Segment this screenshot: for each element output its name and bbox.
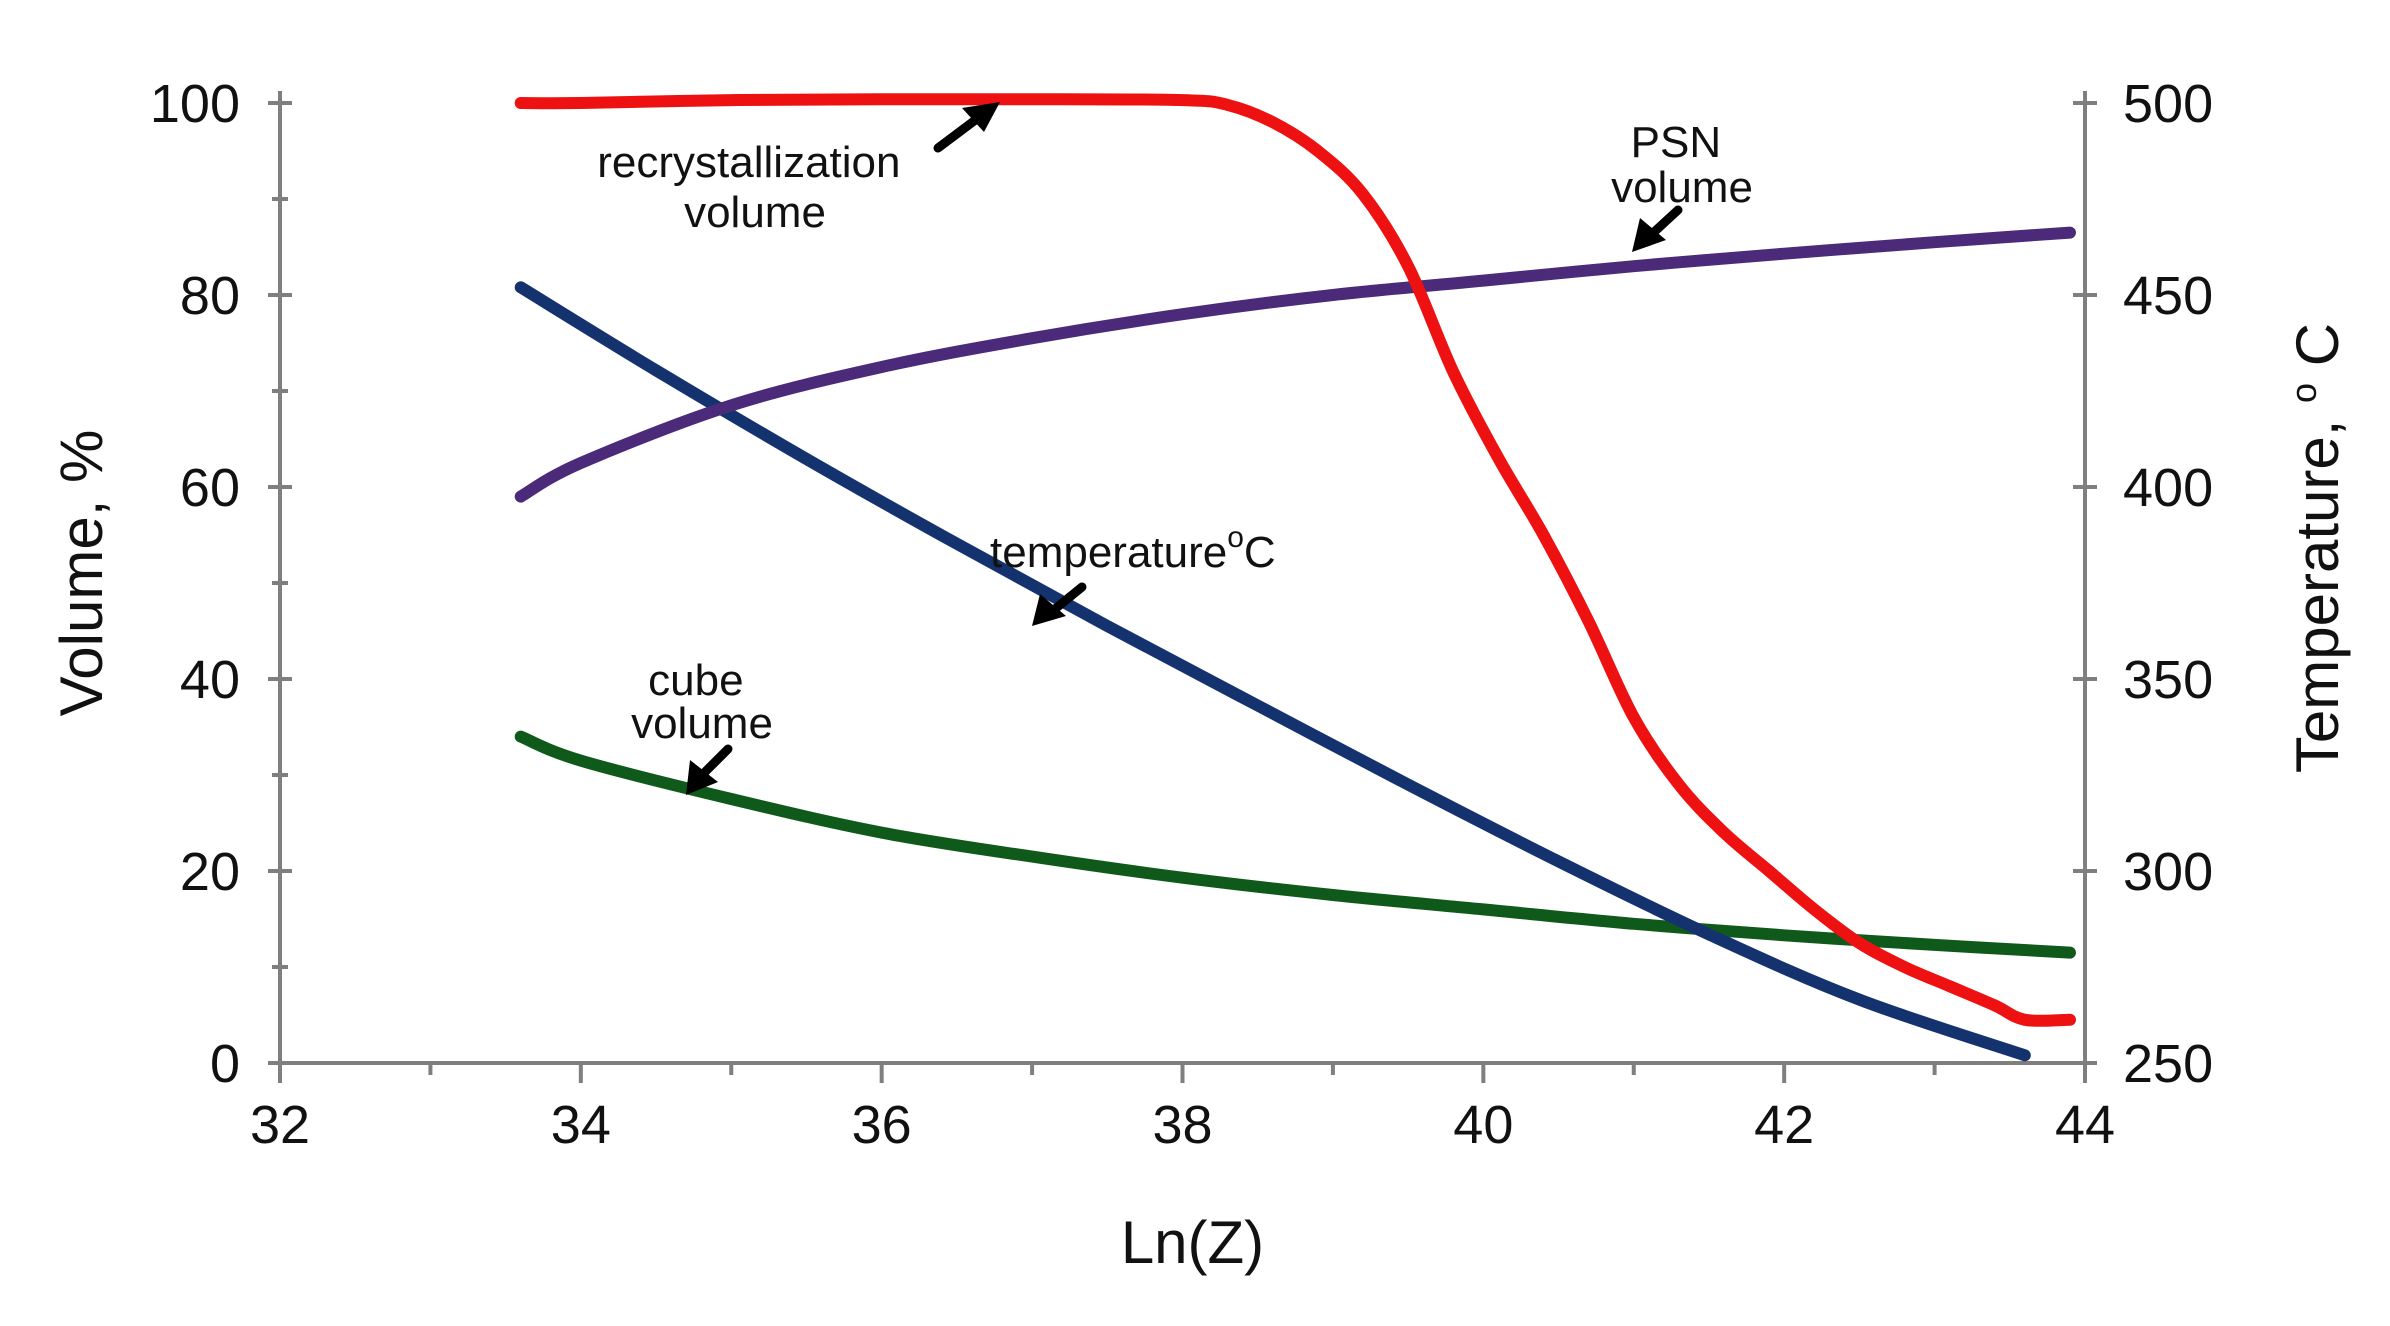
y-left-tick-label: 40	[180, 650, 240, 710]
y-left-tick-label: 20	[180, 842, 240, 902]
y-right-tick-label: 400	[2123, 458, 2213, 518]
x-axis-title: Ln(Z)	[1121, 1209, 1264, 1276]
series-line-temperature-c	[514, 281, 2031, 1062]
x-tick-label: 44	[2055, 1095, 2115, 1155]
y-right-axis-title-unit: C	[2284, 323, 2351, 366]
x-tick-label: 36	[852, 1095, 912, 1155]
y-right-axis-title: Temperature, o C	[2262, 323, 2351, 773]
y-right-axis-title-sup: o	[2283, 383, 2324, 403]
annotation-line: volume	[684, 188, 826, 237]
x-tick-label: 38	[1152, 1095, 1212, 1155]
tick-labels: 32 34 36 38 40 42 44 0 20 40 60 80 100 250 300 350 400 45…	[150, 74, 2213, 1155]
arrow-recrystallization	[933, 102, 1000, 153]
annotation-temperature: temperatureoC	[990, 521, 1276, 577]
annotation-cube-volume: cube volume	[631, 656, 773, 748]
annotation-psn-volume: PSN volume	[1611, 118, 1753, 212]
annotation-line: temperature	[990, 528, 1227, 577]
x-tick-label: 32	[250, 1095, 310, 1155]
y-right-tick-label: 500	[2123, 74, 2213, 134]
annotation-line: cube	[648, 656, 743, 705]
y-right-tick-label: 450	[2123, 266, 2213, 326]
series-group	[514, 93, 2076, 1062]
x-tick-label: 34	[551, 1095, 611, 1155]
y-left-tick-label: 60	[180, 458, 240, 518]
x-tick-label: 40	[1453, 1095, 1513, 1155]
arrow-cube	[686, 744, 733, 795]
annotation-line: PSN	[1631, 118, 1721, 167]
series-line-recrystallization-volume	[514, 93, 2076, 1027]
y-right-tick-label: 350	[2123, 650, 2213, 710]
y-left-tick-label: 0	[210, 1034, 240, 1094]
annotations: recrystallization volume PSN volume temp…	[597, 102, 1753, 795]
y-right-tick-label: 300	[2123, 842, 2213, 902]
annotation-degree-sup: o	[1227, 521, 1244, 554]
ticks	[268, 101, 2097, 1083]
y-left-tick-label: 80	[180, 266, 240, 326]
x-tick-label: 42	[1754, 1095, 1814, 1155]
series-line-cube-volume	[514, 730, 2076, 959]
annotation-line: recrystallization	[597, 138, 900, 187]
y-right-tick-label: 250	[2123, 1034, 2213, 1094]
annotation-line: volume	[631, 699, 773, 748]
y-right-axis-title-main: Temperature,	[2284, 420, 2351, 774]
y-left-axis-title: Volume, %	[48, 430, 115, 717]
annotation-recrystallization-volume: recrystallization volume	[597, 138, 912, 237]
arrow-psn	[1632, 205, 1683, 252]
axes	[278, 91, 2087, 1065]
series-line-psn-volume	[514, 226, 2076, 503]
y-left-tick-label: 100	[150, 74, 240, 134]
arrow-temperature	[1032, 582, 1087, 626]
annotation-unit: C	[1244, 528, 1276, 577]
annotation-line: volume	[1611, 163, 1753, 212]
